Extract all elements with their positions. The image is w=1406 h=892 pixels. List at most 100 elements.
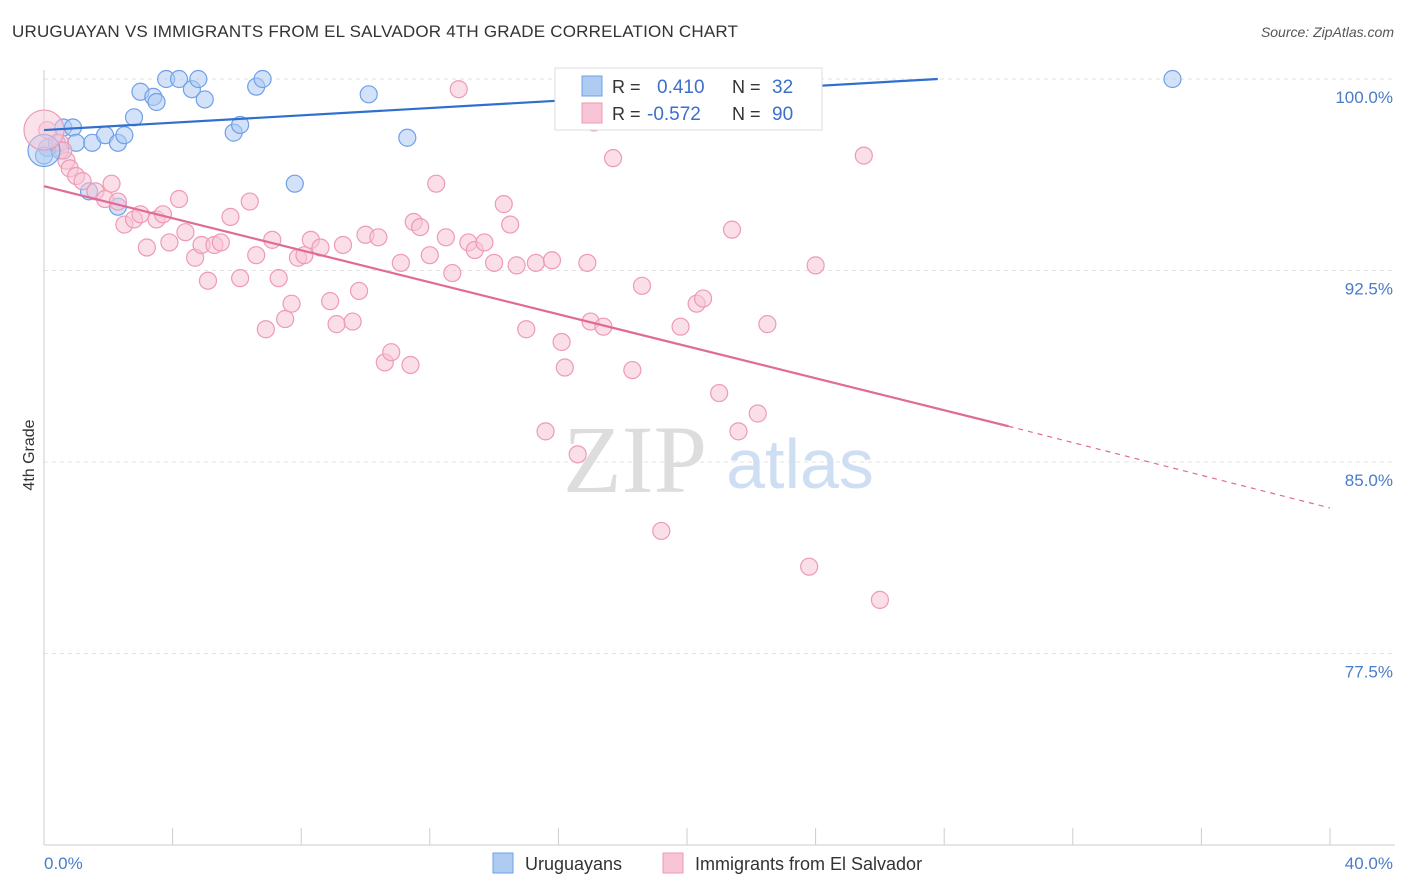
uruguayan-point-20 bbox=[231, 115, 250, 135]
el-salvador-point-54 bbox=[449, 80, 468, 99]
el-salvador-point-69 bbox=[578, 253, 597, 272]
gridlines bbox=[44, 78, 1395, 654]
el-salvador-point-83 bbox=[758, 315, 777, 334]
el-salvador-point-26 bbox=[240, 192, 259, 211]
el-salvador-point-87 bbox=[870, 590, 890, 609]
el-salvador-point-32 bbox=[282, 294, 301, 313]
el-salvador-point-79 bbox=[710, 383, 729, 403]
x-tick-labels: 0.0% 40.0% bbox=[44, 854, 1393, 873]
legend-r-label-2: R = bbox=[612, 104, 641, 124]
y-tick-label-0: 100.0% bbox=[1335, 88, 1393, 107]
legend-swatch-el-salvador bbox=[581, 102, 603, 124]
el-salvador-point-45 bbox=[382, 343, 401, 362]
uruguayan-point-17 bbox=[189, 69, 208, 89]
uruguayan-point-15 bbox=[169, 69, 189, 89]
el-salvador-point-81 bbox=[729, 422, 748, 441]
y-tick-label-3: 77.5% bbox=[1345, 663, 1393, 682]
el-salvador-point-60 bbox=[501, 215, 520, 234]
el-salvador-point-24 bbox=[221, 207, 240, 226]
el-salvador-point-61 bbox=[507, 256, 526, 275]
el-salvador-point-31 bbox=[276, 309, 295, 329]
el-salvador-point-65 bbox=[542, 251, 562, 270]
el-salvador-point-58 bbox=[485, 253, 504, 272]
y-tick-labels: 100.0% 92.5% 85.0% 77.5% bbox=[1335, 88, 1393, 682]
legend-n-value-1: 32 bbox=[772, 77, 793, 98]
el-salvador-point-47 bbox=[401, 355, 420, 375]
el-salvador-point-41 bbox=[349, 281, 369, 301]
y-tick-label-2: 85.0% bbox=[1345, 471, 1393, 490]
el-salvador-point-21 bbox=[198, 271, 218, 290]
el-salvador-point-86 bbox=[854, 146, 873, 165]
el-salvador-point-18 bbox=[176, 223, 195, 242]
uruguayan-point-28 bbox=[1163, 69, 1182, 89]
source-label: Source: ZipAtlas.com bbox=[1260, 24, 1394, 40]
el-salvador-trend-extension bbox=[1008, 425, 1331, 509]
el-salvador-point-62 bbox=[517, 320, 536, 339]
x-tick-label-1: 40.0% bbox=[1345, 854, 1393, 873]
el-salvador-point-74 bbox=[632, 276, 652, 295]
legend-swatch-uruguayans bbox=[581, 75, 603, 97]
el-salvador-point-73 bbox=[623, 360, 642, 380]
uruguayan-point-23 bbox=[285, 174, 304, 193]
el-salvador-point-53 bbox=[443, 263, 462, 283]
bottom-legend-swatch-uruguayans bbox=[492, 852, 514, 874]
el-salvador-point-59 bbox=[494, 195, 513, 214]
watermark-zip: ZIP bbox=[563, 406, 707, 513]
legend-r-value-2: -0.572 bbox=[647, 104, 701, 125]
y-tick-label-1: 92.5% bbox=[1345, 280, 1393, 299]
axes bbox=[43, 70, 1395, 846]
watermark: ZIP atlas bbox=[563, 406, 874, 513]
el-salvador-point-25 bbox=[231, 269, 250, 288]
uruguayan-point-13 bbox=[147, 92, 166, 112]
uruguayan-point-22 bbox=[253, 69, 272, 89]
el-salvador-point-49 bbox=[411, 217, 430, 237]
el-salvador-point-38 bbox=[327, 315, 346, 334]
el-salvador-point-85 bbox=[806, 256, 825, 275]
el-salvador-point-50 bbox=[420, 246, 439, 265]
el-salvador-point-13 bbox=[137, 238, 156, 257]
watermark-atlas: atlas bbox=[726, 425, 874, 503]
el-salvador-trend-line bbox=[43, 185, 1009, 428]
x-tick-label-0: 0.0% bbox=[44, 854, 83, 873]
legend-r-value-1: 0.410 bbox=[657, 77, 705, 98]
legend-n-label-2: N = bbox=[732, 104, 761, 124]
el-salvador-point-9 bbox=[108, 192, 128, 211]
el-salvador-point-66 bbox=[552, 332, 571, 352]
bottom-legend: Uruguayans Immigrants from El Salvador bbox=[492, 852, 922, 874]
el-salvador-point-51 bbox=[427, 174, 446, 193]
el-salvador-point-82 bbox=[748, 404, 767, 423]
uruguayan-point-9 bbox=[115, 126, 134, 145]
el-salvador-point-17 bbox=[169, 189, 189, 209]
correlation-legend: R = 0.410 N = 32 R = -0.572 N = 90 bbox=[554, 67, 823, 131]
legend-n-label-1: N = bbox=[732, 77, 761, 97]
legend-r-label-1: R = bbox=[612, 77, 641, 97]
uruguayan-point-10 bbox=[124, 108, 144, 127]
data-points bbox=[23, 69, 1182, 609]
el-salvador-point-72 bbox=[603, 149, 623, 168]
el-salvador-point-37 bbox=[321, 292, 340, 311]
chart-title: URUGUAYAN VS IMMIGRANTS FROM EL SALVADOR… bbox=[12, 22, 739, 41]
bottom-legend-label-uruguayans: Uruguayans bbox=[525, 854, 622, 874]
el-salvador-point-30 bbox=[269, 269, 288, 288]
el-salvador-point-67 bbox=[555, 358, 574, 377]
uruguayan-point-25 bbox=[398, 128, 417, 147]
el-salvador-point-5 bbox=[73, 172, 92, 191]
el-salvador-point-28 bbox=[256, 320, 275, 339]
el-salvador-point-43 bbox=[369, 228, 388, 247]
el-salvador-point-40 bbox=[343, 312, 362, 331]
legend-n-value-2: 90 bbox=[772, 104, 793, 125]
el-salvador-point-57 bbox=[475, 233, 494, 252]
el-salvador-point-8 bbox=[102, 174, 121, 193]
el-salvador-point-80 bbox=[722, 220, 742, 239]
el-salvador-point-39 bbox=[333, 235, 353, 255]
uruguayan-point-24 bbox=[359, 85, 378, 104]
bottom-legend-swatch-el-salvador bbox=[662, 852, 684, 874]
y-axis-label: 4th Grade bbox=[21, 419, 38, 490]
el-salvador-point-84 bbox=[800, 557, 819, 576]
el-salvador-point-64 bbox=[536, 422, 555, 441]
el-salvador-point-75 bbox=[652, 521, 671, 541]
el-salvador-point-29 bbox=[263, 230, 282, 249]
el-salvador-point-46 bbox=[391, 253, 410, 272]
el-salvador-point-16 bbox=[160, 233, 179, 252]
